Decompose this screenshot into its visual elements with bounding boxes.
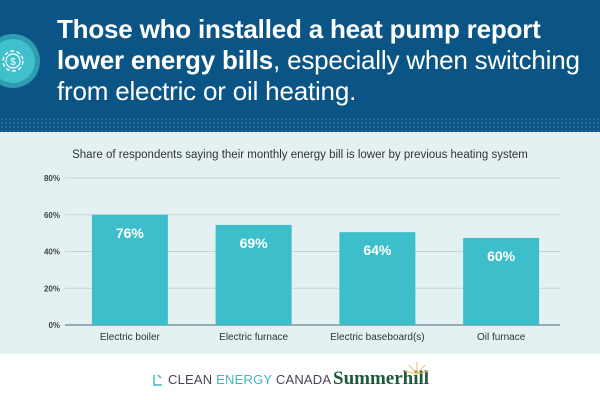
x-tick-label: Electric boiler (100, 332, 161, 343)
gear-dollar-icon: $ (0, 34, 40, 88)
headline-bold: Those who installed a heat pump report l… (57, 14, 541, 75)
bar-value-label: 76% (116, 225, 145, 241)
bar (463, 237, 540, 325)
summerhill-logo: Summerhill (333, 362, 429, 390)
x-tick-label: Electric baseboard(s) (330, 332, 424, 343)
svg-text:$: $ (10, 57, 16, 68)
bar-value-label: 64% (363, 242, 392, 258)
y-tick-label: 40% (44, 248, 60, 257)
y-tick-label: 60% (44, 211, 60, 220)
bar-value-label: 69% (240, 235, 269, 251)
bar (215, 224, 292, 325)
sunburst-icon (405, 362, 429, 375)
bar-value-label: 60% (487, 248, 516, 264)
x-tick-label: Oil furnace (477, 332, 526, 343)
bar-chart: 0% 20% 40% 60% 80% 76% Electric boiler 69% Elect… (44, 174, 560, 343)
footer (0, 354, 600, 400)
leaf-icon (153, 374, 162, 386)
chart-title: Share of respondents saying their monthl… (72, 149, 528, 161)
bar (339, 232, 416, 325)
y-tick-label: 0% (48, 321, 60, 330)
clean-energy-canada-logo: CLEAN ENERGY CANADA (152, 372, 331, 387)
header-banner: $ Those who installed a heat pump report… (0, 0, 600, 132)
x-tick-label: Electric furnace (219, 332, 288, 343)
headline-rest: , especially when switching from electri… (57, 45, 580, 106)
y-tick-label: 20% (44, 284, 60, 293)
dotted-divider (0, 117, 600, 132)
bar (91, 214, 168, 325)
y-tick-label: 80% (44, 174, 60, 183)
headline: Those who installed a heat pump report l… (57, 14, 597, 107)
